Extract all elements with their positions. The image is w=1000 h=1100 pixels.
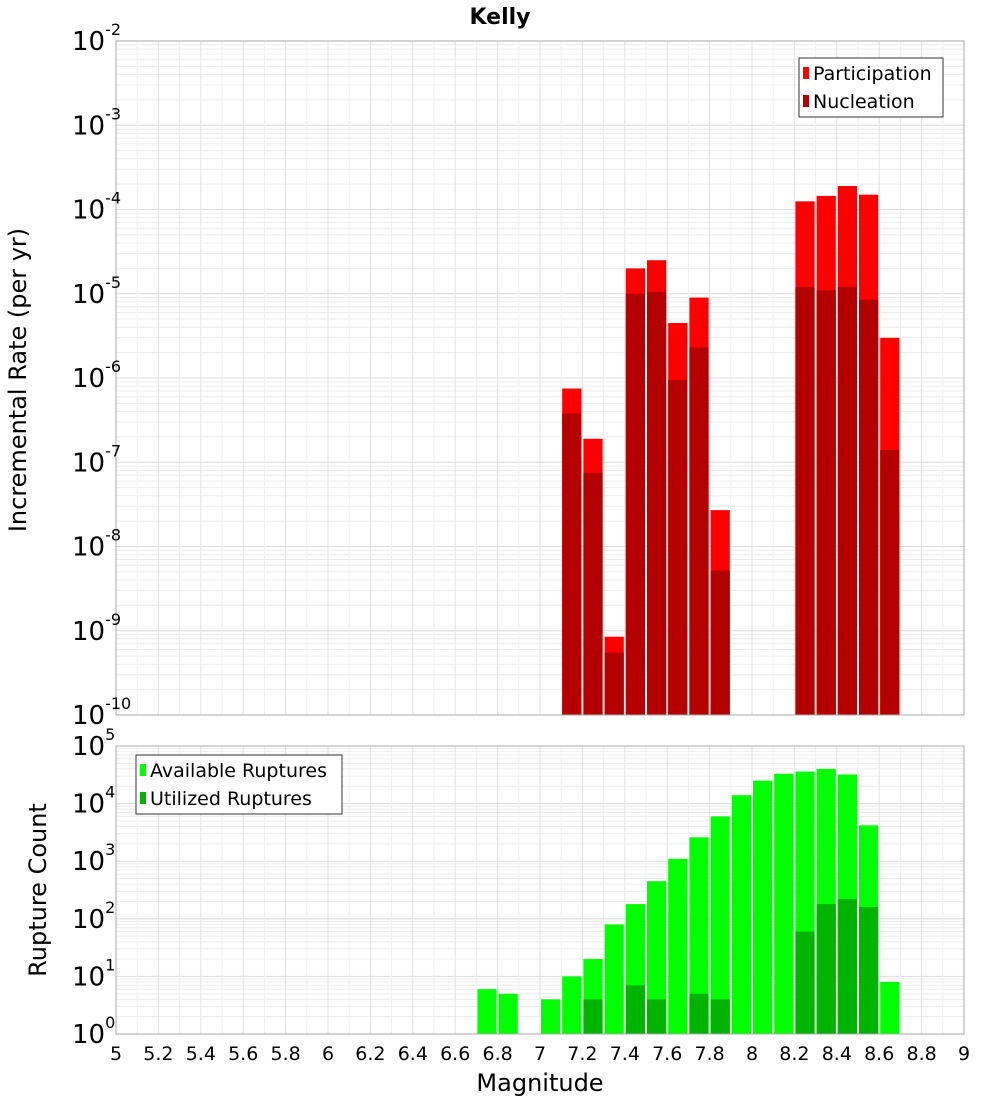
bottom-bar-utilized-ruptures [816,904,836,1034]
top-bar-nucleation [647,291,667,715]
top-bar-nucleation [816,290,836,715]
top-legend-swatch [803,95,809,107]
top-bar-nucleation [668,379,688,715]
participation-nucleation-plot: 10-10 10-9 10-8 10-7 10-6 10-5 10-4 10-3 10-2 Par… [72,20,965,731]
top-legend-label: Nucleation [813,91,915,113]
top-series-1 [562,287,900,715]
bottom-bar-utilized-ruptures [625,985,645,1034]
top-y-tick-label: 10-9 [72,610,121,647]
top-bar-nucleation [795,287,815,715]
bottom-legend-label: Available Ruptures [150,760,327,782]
bottom-legend-swatch [140,792,146,804]
x-tick-label: 7.2 [567,1043,597,1065]
bottom-bar-utilized-ruptures [837,899,857,1034]
top-y-ticks: 10-10 10-9 10-8 10-7 10-6 10-5 10-4 10-3 10-2 [72,20,131,731]
x-tick-label: 7.4 [610,1043,640,1065]
top-bar-nucleation [689,347,709,715]
top-bar-nucleation [710,570,730,715]
x-tick-label: 6 [322,1043,334,1065]
x-tick-label: 5 [110,1043,122,1065]
top-y-axis-label: Incremental Rate (per yr) [4,228,32,532]
top-legend: Participation Nucleation [798,57,944,118]
bottom-bar-available-ruptures [774,773,794,1034]
top-bar-nucleation [837,287,857,715]
bottom-bar-utilized-ruptures [689,993,709,1034]
bottom-legend-swatch [140,764,146,776]
x-tick-label: 9 [958,1043,970,1065]
bottom-plot-frame [115,745,965,1035]
x-axis-label: Magnitude [476,1069,603,1097]
bottom-bar-utilized-ruptures [583,999,603,1034]
bottom-bar-available-ruptures [668,858,688,1034]
bottom-bar-available-ruptures [710,816,730,1034]
bottom-series-1 [583,899,879,1034]
top-y-tick-label: 10-5 [72,273,121,310]
bottom-y-tick-label: 102 [72,898,115,935]
bottom-bar-available-ruptures [562,976,582,1034]
bottom-y-tick-label: 103 [72,840,115,877]
x-tick-label: 8.8 [906,1043,936,1065]
bottom-y-tick-label: 101 [72,955,115,992]
bottom-bar-available-ruptures [477,989,497,1034]
x-tick-label: 7.6 [652,1043,682,1065]
top-y-tick-label: 10-10 [72,694,131,731]
x-tick-label: 8.6 [864,1043,894,1065]
bottom-y-tick-label: 105 [72,725,115,762]
bottom-bar-utilized-ruptures [859,907,879,1034]
bottom-bar-available-ruptures [647,881,667,1034]
top-y-tick-label: 10-2 [72,20,121,57]
top-y-tick-label: 10-6 [72,357,121,394]
bottom-bar-utilized-ruptures [647,999,667,1034]
top-legend-label: Participation [813,63,932,85]
x-tick-label: 5.8 [270,1043,300,1065]
x-tick-label: 8 [746,1043,758,1065]
bottom-bar-available-ruptures [541,999,561,1034]
top-legend-box [798,57,944,118]
x-tick-label: 7.8 [694,1043,724,1065]
bottom-bar-available-ruptures [731,795,751,1034]
x-tick-label: 7 [534,1043,546,1065]
bottom-y-axis-label: Rupture Count [24,803,52,977]
bottom-y-ticks: 100 101 102 103 104 105 [72,725,115,1050]
x-tick-label: 5.4 [186,1043,216,1065]
top-grid [115,41,965,716]
x-tick-label: 6.8 [482,1043,512,1065]
bottom-bar-available-ruptures [689,837,709,1034]
top-legend-swatch [803,67,809,79]
bottom-legend-box [135,754,343,815]
x-tick-label: 6.2 [355,1043,385,1065]
x-tick-label: 8.2 [779,1043,809,1065]
bottom-bar-utilized-ruptures [795,931,815,1034]
top-y-tick-label: 10-3 [72,104,121,141]
x-tick-label: 6.4 [398,1043,428,1065]
top-y-tick-label: 10-4 [72,189,121,226]
bottom-bar-available-ruptures [498,993,518,1034]
top-bar-nucleation [583,472,603,715]
bottom-legend-label: Utilized Ruptures [150,788,312,810]
bottom-bar-utilized-ruptures [710,999,730,1034]
top-plot-frame [115,40,965,716]
top-bar-nucleation [625,293,645,715]
x-ticks: 5 5.2 5.4 5.6 5.8 6 6.2 6.4 6.6 6.8 7 7.2 7.4 7.6 7.8 8… [110,1043,970,1065]
rupture-count-plot: 100 101 102 103 104 105 5 5.2 5.4 5.6 5.8 6 6.2 6.4 6.… [72,725,970,1065]
bottom-y-tick-label: 104 [72,783,115,820]
bottom-bar-available-ruptures [604,924,624,1034]
top-y-tick-label: 10-7 [72,441,121,478]
top-bar-nucleation [562,413,582,715]
x-tick-label: 8.4 [822,1043,852,1065]
x-tick-label: 5.2 [143,1043,173,1065]
top-bar-nucleation [880,449,900,715]
bottom-bar-available-ruptures [880,981,900,1034]
bottom-bar-available-ruptures [753,780,773,1034]
top-bar-nucleation [859,299,879,715]
chart-title: Kelly [469,5,530,30]
x-tick-label: 6.6 [440,1043,470,1065]
bottom-y-tick-label: 100 [72,1013,115,1050]
top-bar-nucleation [604,652,624,715]
bottom-legend: Available Ruptures Utilized Ruptures [135,754,343,815]
top-y-tick-label: 10-8 [72,526,121,563]
x-tick-label: 5.6 [228,1043,258,1065]
